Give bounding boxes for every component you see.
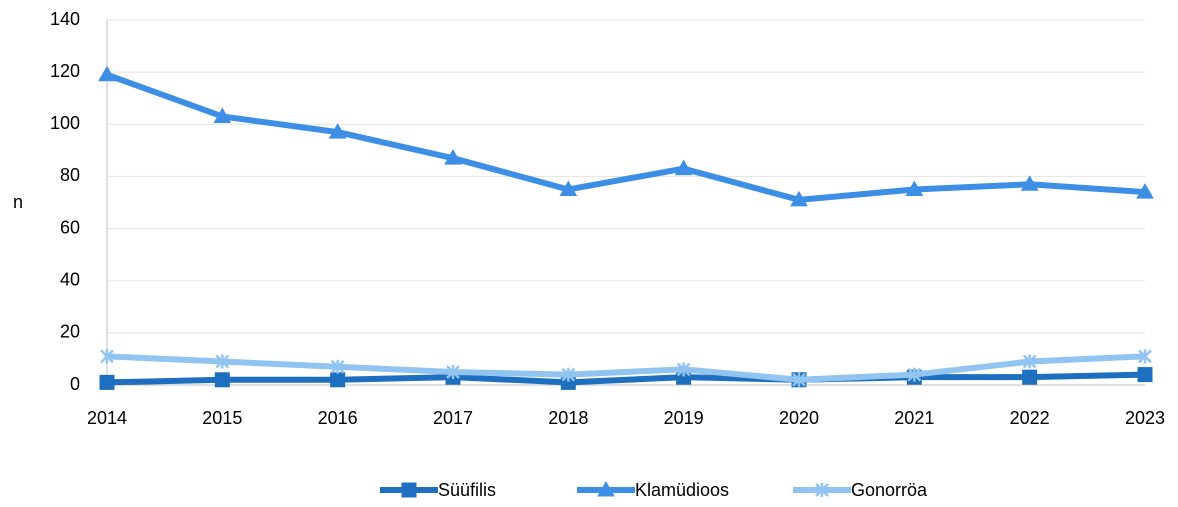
- x-tick-label: 2022: [1010, 408, 1050, 428]
- data-point: [98, 65, 116, 82]
- legend-marker: [815, 483, 829, 497]
- x-tick-label: 2017: [433, 408, 473, 428]
- y-tick-label: 100: [50, 113, 80, 133]
- data-point: [328, 123, 347, 139]
- data-point: [100, 349, 114, 364]
- data-point: [559, 180, 578, 196]
- data-point: [446, 364, 460, 379]
- y-axis-label: n: [13, 192, 23, 212]
- data-point: [907, 367, 922, 382]
- legend-marker: [401, 482, 417, 498]
- data-point: [1136, 183, 1154, 199]
- series-line: [105, 71, 1146, 203]
- y-tick-label: 120: [50, 61, 80, 81]
- y-tick-label: 60: [60, 217, 80, 237]
- x-tick-label: 2023: [1125, 408, 1165, 428]
- data-point: [905, 180, 924, 196]
- legend-label: Süüfilis: [438, 480, 496, 500]
- data-point: [330, 372, 346, 388]
- data-point: [792, 372, 806, 387]
- data-point: [214, 372, 230, 388]
- y-tick-label: 140: [50, 9, 80, 29]
- x-tick-label: 2021: [894, 408, 934, 428]
- x-tick-label: 2014: [87, 408, 127, 428]
- y-tick-label: 80: [60, 165, 80, 185]
- series-line: [106, 353, 1146, 383]
- data-point: [1022, 369, 1038, 385]
- x-tick-label: 2020: [779, 408, 819, 428]
- data-point: [1022, 354, 1037, 369]
- data-point: [444, 149, 462, 165]
- data-point: [330, 359, 345, 374]
- series-line: [106, 371, 1146, 386]
- x-tick-label: 2019: [664, 408, 704, 428]
- x-tick-label: 2015: [202, 408, 242, 428]
- data-point: [215, 354, 230, 369]
- y-tick-label: 40: [60, 269, 80, 289]
- data-point: [99, 374, 115, 390]
- x-tick-label: 2016: [318, 408, 358, 428]
- data-point: [790, 190, 808, 207]
- legend-label: Gonorröa: [851, 480, 928, 500]
- data-point: [1020, 175, 1039, 191]
- data-point: [674, 159, 693, 176]
- legend-marker: [597, 480, 615, 497]
- data-point: [676, 362, 691, 377]
- data-point: [213, 107, 232, 123]
- data-point: [1138, 349, 1152, 364]
- data-point: [1137, 367, 1153, 383]
- data-point: [561, 367, 576, 382]
- legend-label: Klamüdioos: [635, 480, 729, 500]
- y-tick-label: 20: [60, 322, 80, 342]
- x-tick-label: 2018: [548, 408, 588, 428]
- y-tick-label: 0: [70, 374, 80, 394]
